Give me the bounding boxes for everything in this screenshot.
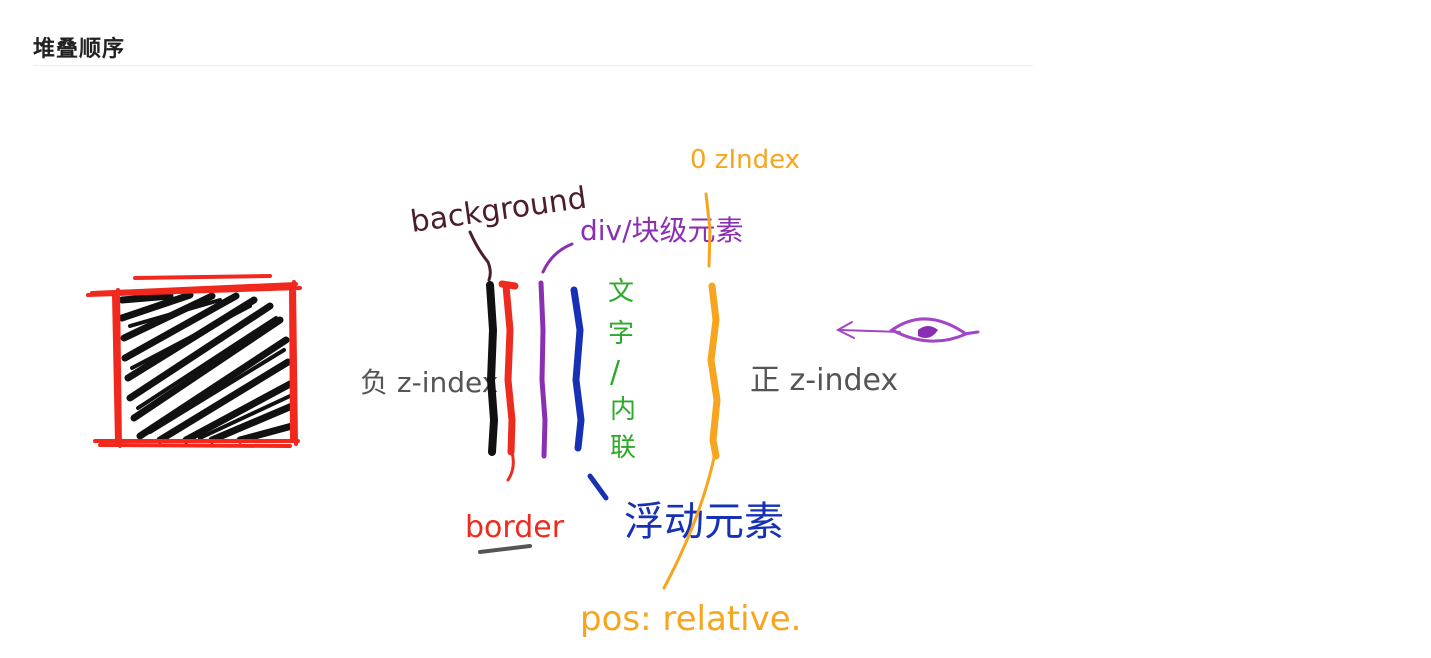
border-label: border <box>465 510 565 545</box>
eye-pupil <box>918 326 938 338</box>
negative-zindex-label: 负 z-index <box>360 366 498 399</box>
float-label: 浮动元素 <box>624 499 784 545</box>
text-inline-char-1: 文 <box>608 277 634 307</box>
border-underline <box>478 544 532 554</box>
float-pointer <box>587 473 609 501</box>
eye-arrow-head <box>835 321 855 339</box>
section-title: 堆叠顺序 <box>33 37 126 62</box>
zero-zindex-label: 0 zIndex <box>690 145 800 175</box>
box-scribble-2 <box>128 298 292 440</box>
text-inline-label: 文 字 / 内 联 <box>608 277 636 463</box>
div-layer-line <box>538 280 548 459</box>
viewer-eye-icon <box>835 317 980 343</box>
stacking-context-box <box>86 274 302 448</box>
pos-relative-label: pos: relative. <box>580 599 801 639</box>
background-layer-line <box>486 281 499 456</box>
box-frame <box>86 274 302 448</box>
div-pointer <box>541 242 574 274</box>
text-inline-char-2: 字 <box>608 319 634 349</box>
text-inline-char-3: / <box>610 355 621 390</box>
background-pointer <box>468 230 492 282</box>
text-inline-char-4: 内 <box>610 395 636 425</box>
eye-arrow-shaft <box>839 329 901 333</box>
title-divider <box>33 65 1033 66</box>
text-inline-char-5: 联 <box>610 433 636 463</box>
border-pointer <box>506 450 515 482</box>
zero-zindex-line <box>707 282 721 460</box>
float-layer-line <box>570 286 585 452</box>
pos-relative-pointer <box>662 456 716 590</box>
div-block-label: div/块级元素 <box>580 214 744 247</box>
zero-zindex-pointer <box>704 192 712 268</box>
eye-outline <box>889 317 980 343</box>
border-layer-line <box>498 280 519 456</box>
positive-zindex-label: 正 z-index <box>750 363 898 398</box>
background-label: background <box>408 181 589 240</box>
box-scribble <box>118 291 296 444</box>
